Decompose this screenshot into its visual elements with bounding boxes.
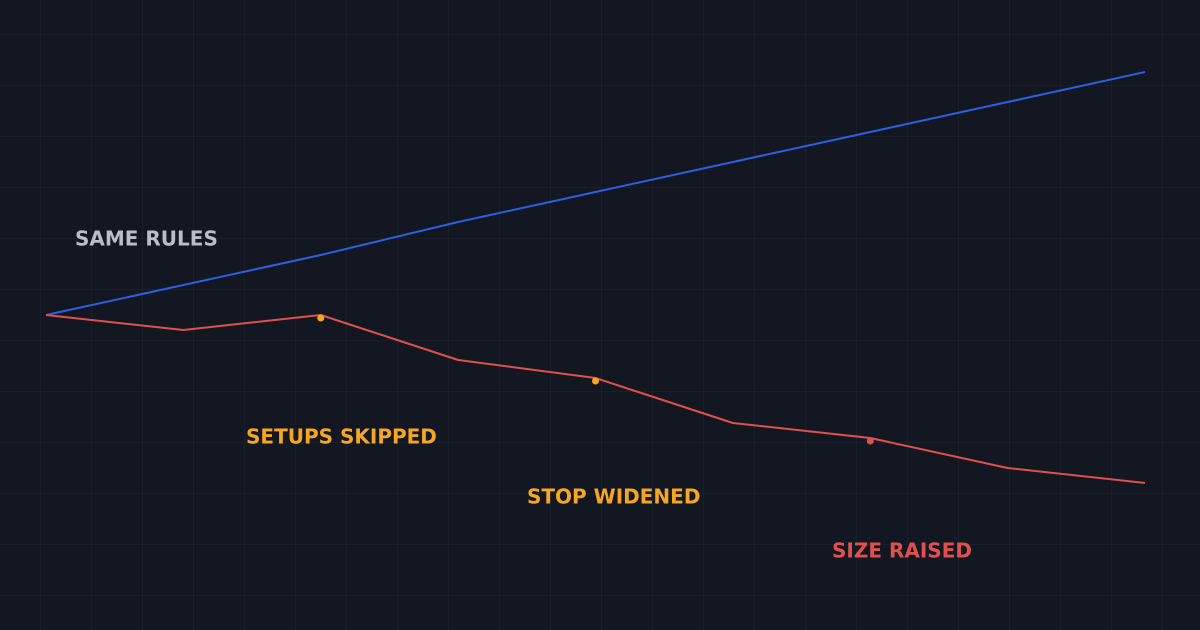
event-dot — [592, 377, 599, 385]
series-label: SAME RULES — [75, 227, 218, 251]
series-line — [45, 71, 1146, 316]
annotation: SETUPS SKIPPED — [246, 425, 437, 449]
event-dot — [317, 314, 325, 322]
event-dot — [866, 437, 874, 445]
annotation: STOP WIDENED — [527, 485, 700, 509]
annotation: SIZE RAISED — [832, 539, 972, 563]
